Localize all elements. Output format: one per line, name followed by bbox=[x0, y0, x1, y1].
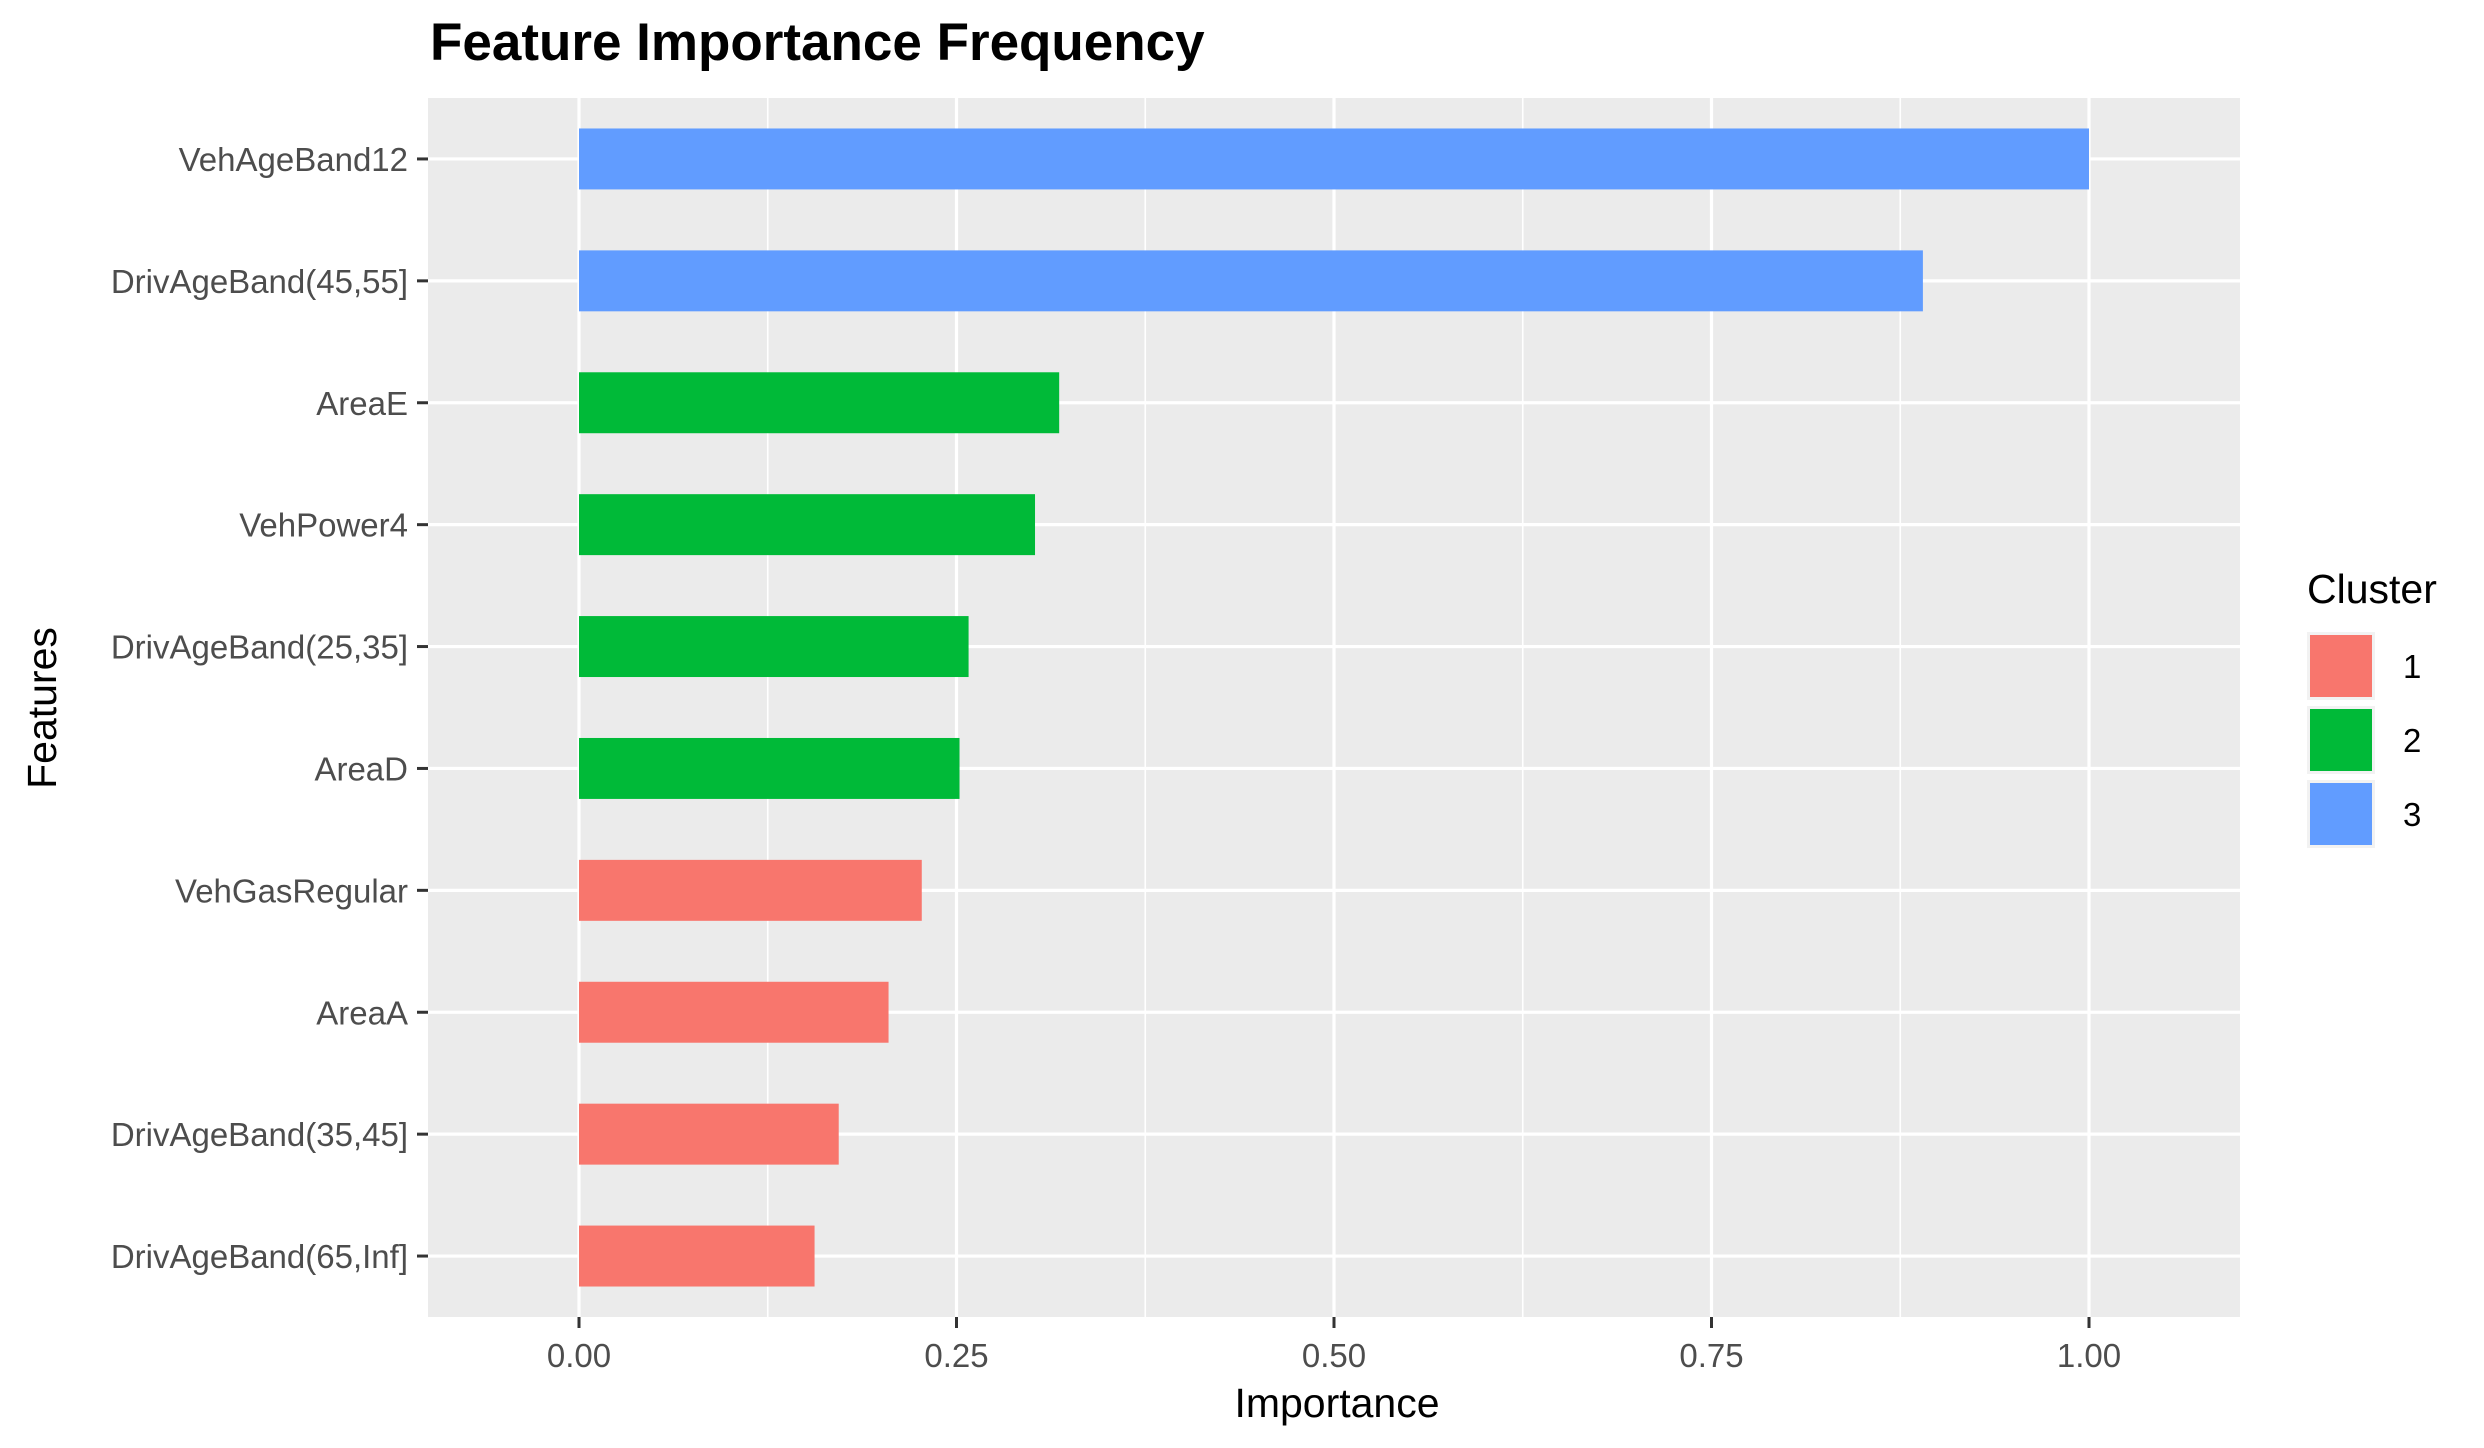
x-tick-label: 0.00 bbox=[547, 1337, 611, 1374]
bar-4 bbox=[579, 494, 1036, 556]
x-tick-label: 1.00 bbox=[2057, 1337, 2121, 1374]
bar-9 bbox=[579, 1103, 839, 1165]
x-axis: 0.00 0.25 0.50 0.75 1.00 bbox=[547, 1317, 2121, 1374]
x-tick-label: 0.50 bbox=[1302, 1337, 1366, 1374]
legend-swatch-3 bbox=[2310, 783, 2372, 845]
legend-swatch-2 bbox=[2310, 709, 2372, 771]
legend-label-3: 3 bbox=[2403, 796, 2421, 833]
bar-1 bbox=[579, 128, 2089, 190]
bar-10 bbox=[579, 1225, 815, 1287]
y-tick-label: AreaD bbox=[314, 750, 408, 787]
x-tick-label: 0.25 bbox=[924, 1337, 988, 1374]
bar-8 bbox=[579, 981, 889, 1043]
bar-3 bbox=[579, 372, 1060, 434]
y-tick-label: DrivAgeBand(45,55] bbox=[111, 263, 408, 300]
y-axis-title: Features bbox=[19, 627, 65, 789]
y-tick-label: VehGasRegular bbox=[175, 872, 408, 909]
y-tick-label: DrivAgeBand(25,35] bbox=[111, 629, 408, 666]
bar-6 bbox=[579, 737, 960, 799]
legend-label-1: 1 bbox=[2403, 648, 2421, 685]
legend-label-2: 2 bbox=[2403, 722, 2421, 759]
y-tick-label: DrivAgeBand(65,Inf] bbox=[111, 1238, 408, 1275]
bar-2 bbox=[579, 250, 1923, 312]
x-tick-label: 0.75 bbox=[1679, 1337, 1743, 1374]
y-tick-label: AreaE bbox=[316, 385, 408, 422]
y-tick-label: VehPower4 bbox=[239, 507, 408, 544]
bar-7 bbox=[579, 859, 922, 921]
legend-title: Cluster bbox=[2307, 566, 2437, 612]
plot-panel bbox=[428, 98, 2240, 1317]
x-axis-title: Importance bbox=[1234, 1380, 1439, 1426]
y-axis: VehAgeBand12 DrivAgeBand(45,55] AreaE VehPo… bbox=[111, 141, 428, 1275]
y-tick-label: DrivAgeBand(35,45] bbox=[111, 1116, 408, 1153]
y-tick-label: VehAgeBand12 bbox=[179, 141, 408, 178]
legend-swatch-1 bbox=[2310, 635, 2372, 697]
chart-title: Feature Importance Frequency bbox=[430, 13, 1205, 72]
bar-5 bbox=[579, 616, 969, 678]
y-tick-label: AreaA bbox=[316, 994, 408, 1031]
legend: Cluster 1 2 3 bbox=[2307, 566, 2437, 848]
